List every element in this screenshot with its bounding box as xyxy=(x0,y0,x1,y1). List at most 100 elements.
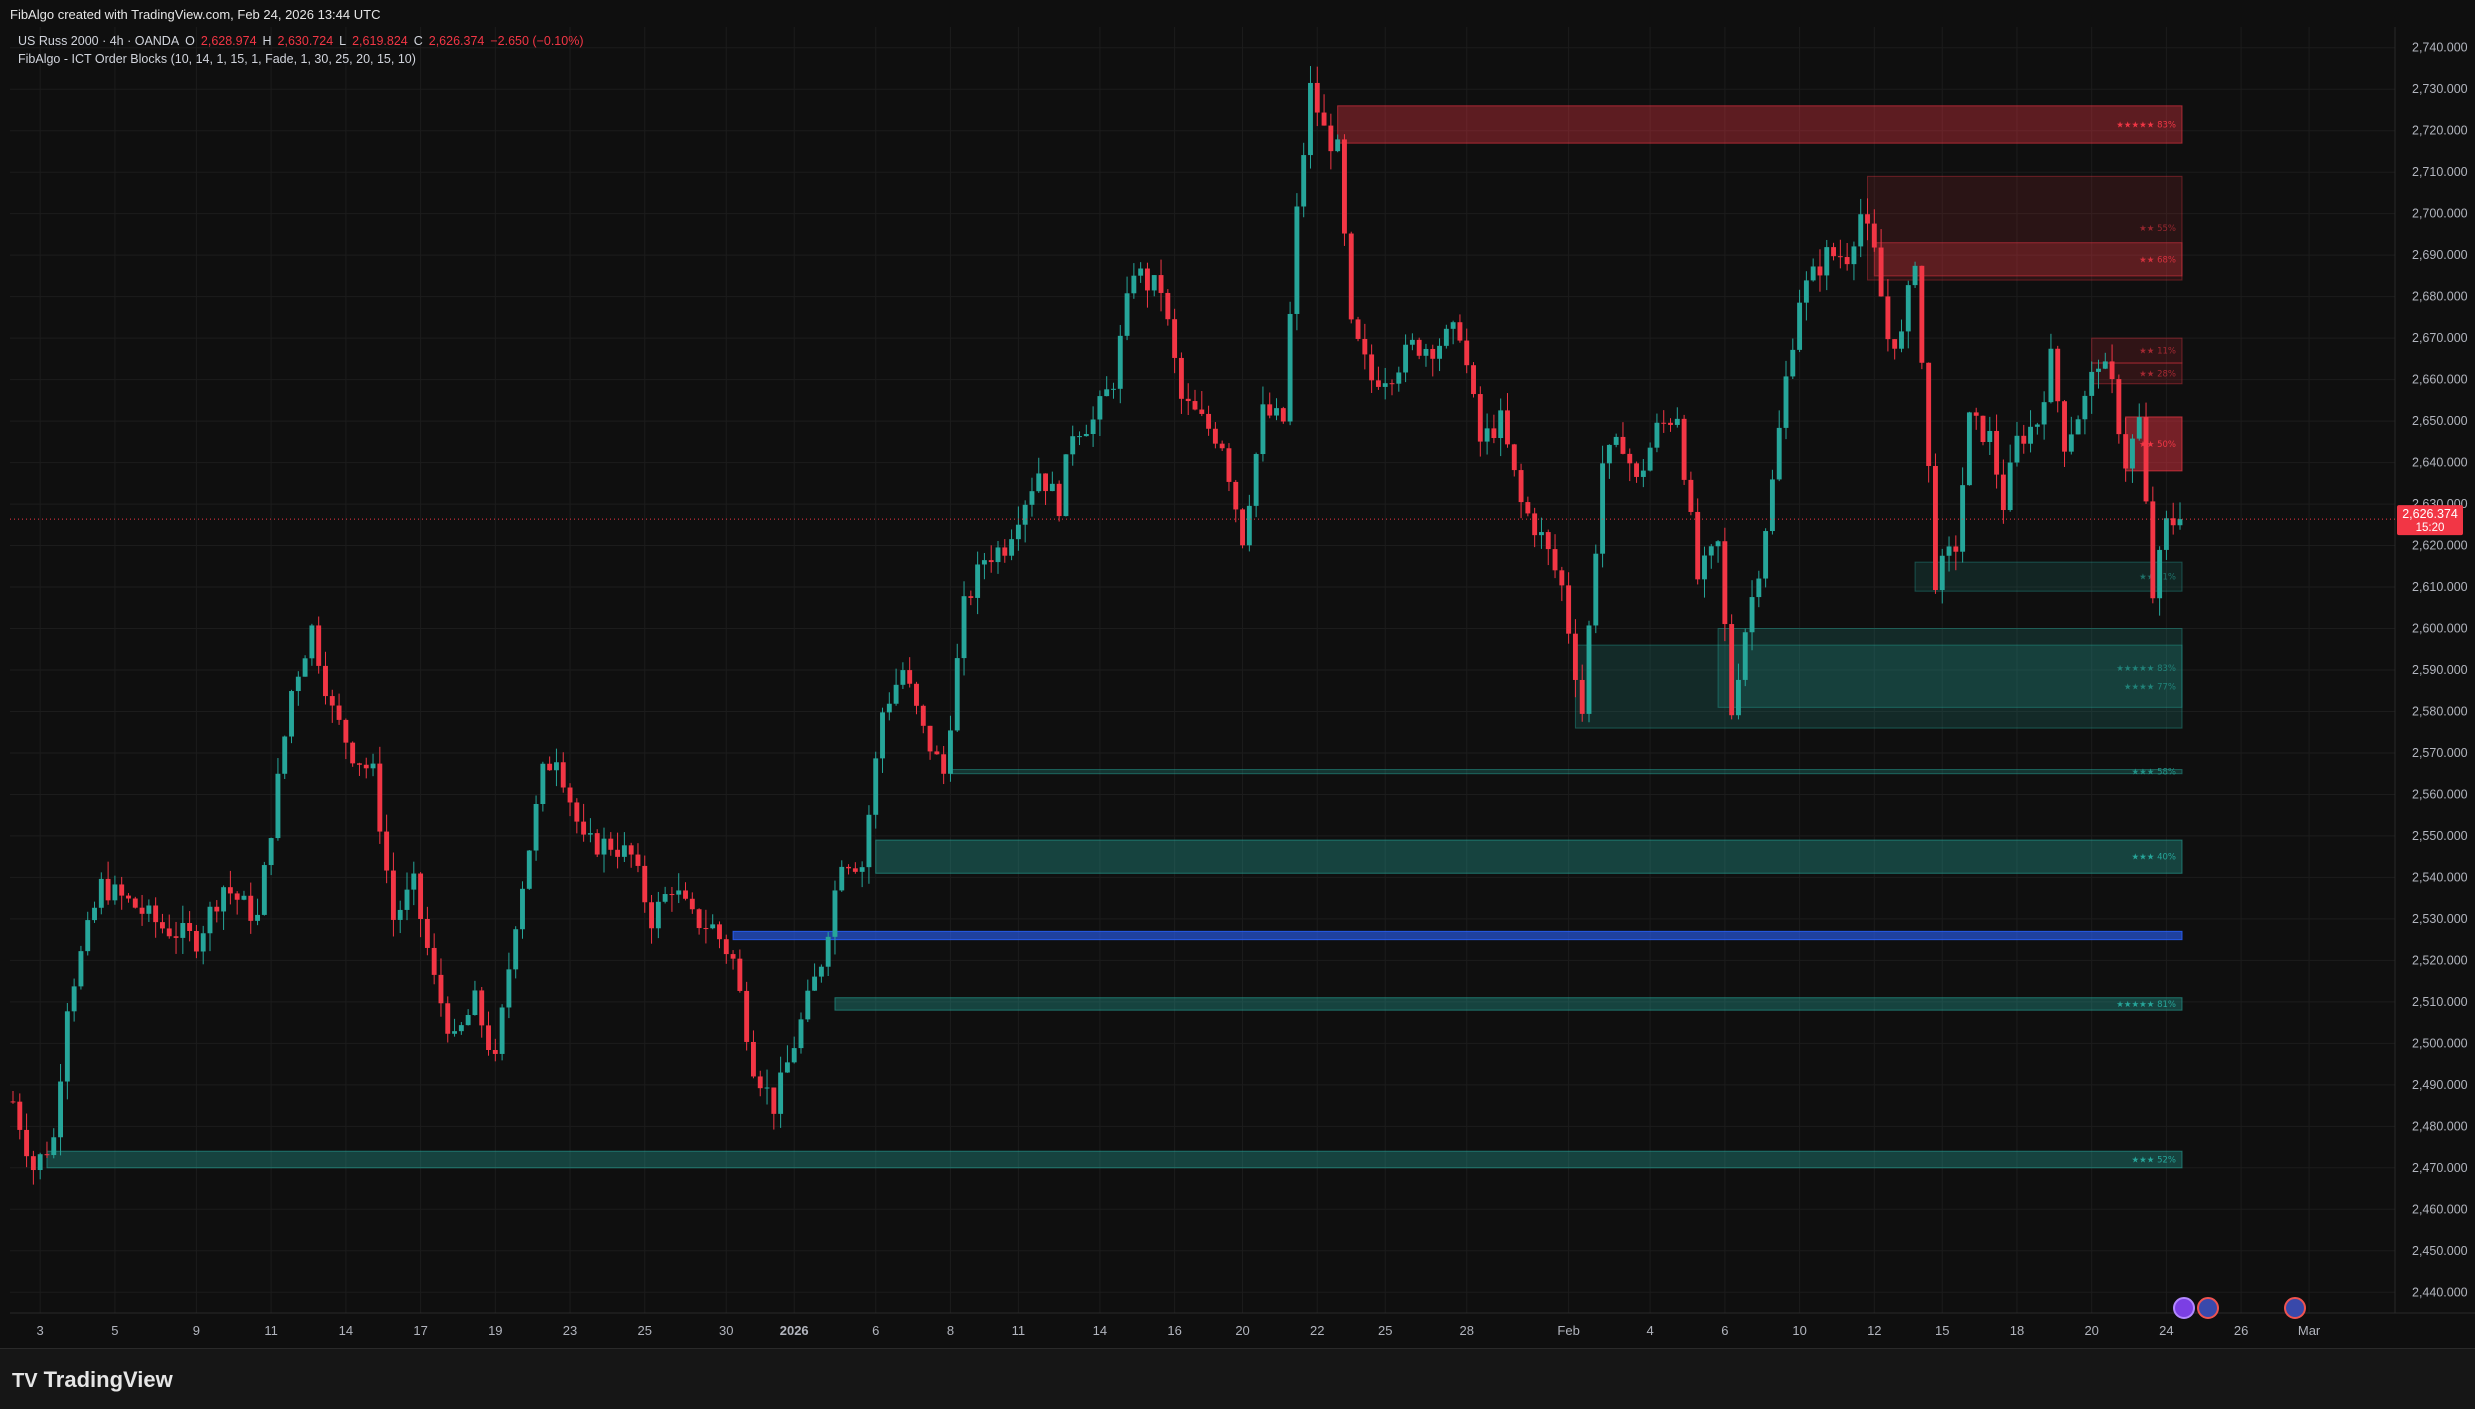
price-tick-label: 2,500.000 xyxy=(2412,1036,2468,1050)
candle-body xyxy=(316,625,322,666)
candle-body xyxy=(2136,417,2142,439)
time-tick-label: Feb xyxy=(1557,1323,1579,1338)
candle-body xyxy=(384,831,390,871)
order-block-label: ★★★ 52% xyxy=(2132,1156,2176,1166)
candle-body xyxy=(1545,532,1551,550)
candle-body xyxy=(2163,518,2169,550)
order-block-label: ★★ 68% xyxy=(2139,255,2176,265)
candle-body xyxy=(1423,348,1429,356)
candle-body xyxy=(649,902,654,929)
candle-body xyxy=(1464,340,1470,366)
chart-legend: US Russ 2000 · 4h · OANDA O 2,628.974 H 2,63… xyxy=(18,32,589,68)
candle-body xyxy=(2007,462,2013,511)
candle-body xyxy=(1539,532,1544,536)
close-value: 2,626.374 xyxy=(428,34,485,48)
candle-body xyxy=(1797,302,1803,350)
order-block-zone xyxy=(1914,561,2183,592)
time-tick-label: 20 xyxy=(2084,1323,2098,1338)
candle-body xyxy=(1899,331,1904,349)
candle-body xyxy=(51,1137,57,1156)
candle-body xyxy=(1246,505,1252,546)
candle-body xyxy=(1572,633,1578,680)
candle-body xyxy=(703,928,709,930)
candle-body xyxy=(1403,344,1409,373)
chart-area[interactable]: 2,740.000 2,730.000 2,720.000 2,710.000 2,70… xyxy=(10,27,2475,1348)
candle-body xyxy=(1172,319,1178,358)
candle-body xyxy=(696,909,702,929)
candle-body xyxy=(1858,214,1864,247)
candle-body xyxy=(683,890,688,899)
candle-body xyxy=(975,564,981,598)
candle-body xyxy=(1790,349,1796,377)
candle-body xyxy=(1905,285,1911,332)
price-tick-label: 2,560.000 xyxy=(2412,787,2468,801)
candle-body xyxy=(1627,453,1633,464)
candle-body xyxy=(1083,434,1089,437)
candle-body xyxy=(2000,474,2006,511)
candle-body xyxy=(1301,155,1307,207)
candle-body xyxy=(1831,247,1836,257)
candle-body xyxy=(513,929,519,970)
close-label: C xyxy=(413,34,423,48)
candle-body xyxy=(492,1050,498,1054)
lightning-event-icon[interactable] xyxy=(2173,1297,2195,1319)
indicator-title[interactable]: FibAlgo - ICT Order Blocks (10, 14, 1, 1… xyxy=(18,52,416,66)
price-tick-label: 2,740.000 xyxy=(2412,41,2468,55)
candle-body xyxy=(1138,268,1144,276)
price-tick-label: 2,450.000 xyxy=(2412,1244,2468,1258)
order-block-zone xyxy=(875,839,2183,874)
candle-body xyxy=(1593,553,1599,626)
candle-body xyxy=(1763,531,1769,579)
order-block-label: ★★★★★ 81% xyxy=(2116,1000,2176,1010)
candle-body xyxy=(873,758,879,815)
price-tick-label: 2,680.000 xyxy=(2412,290,2468,304)
tradingview-logo[interactable]: TV TradingView xyxy=(12,1367,173,1393)
candle-body xyxy=(839,866,845,891)
candle-body xyxy=(1729,624,1735,716)
order-block-label: ★★★★ 77% xyxy=(2124,683,2176,693)
candle-body xyxy=(1566,585,1572,634)
candle-body xyxy=(723,939,729,955)
candle-body xyxy=(900,670,906,685)
candle-body xyxy=(825,936,831,967)
last-price-tag xyxy=(2397,505,2463,536)
order-block-zone xyxy=(949,769,2183,775)
candle-body xyxy=(1369,354,1375,381)
candle-body xyxy=(1973,412,1979,416)
candle-body xyxy=(499,1007,505,1054)
candle-body xyxy=(329,696,335,706)
candle-body xyxy=(1178,357,1184,399)
candlestick-chart[interactable]: 2,740.000 2,730.000 2,720.000 2,710.000 2,70… xyxy=(10,27,2475,1348)
candle-body xyxy=(64,1011,70,1082)
candle-body xyxy=(187,923,193,931)
candle-body xyxy=(846,866,851,869)
order-block-label: ★★★★★ 83% xyxy=(2116,120,2176,130)
time-tick-label: 22 xyxy=(1310,1323,1324,1338)
us-flag-event-icon[interactable] xyxy=(2197,1297,2219,1319)
footer-bar: TV TradingView xyxy=(0,1348,2475,1409)
us-flag-event-icon-2[interactable] xyxy=(2284,1297,2306,1319)
candle-body xyxy=(465,1015,471,1026)
candle-body xyxy=(2028,426,2033,444)
candle-body xyxy=(2157,549,2163,599)
candle-body xyxy=(1953,546,1959,552)
candle-body xyxy=(1056,483,1062,517)
candle-body xyxy=(132,898,138,908)
top-bar: FibAlgo created with TradingView.com, Fe… xyxy=(0,0,2475,27)
candle-body xyxy=(655,901,661,929)
candle-body xyxy=(981,560,987,565)
order-block-label: ★★★ 40% xyxy=(2132,853,2176,863)
price-tick-label: 2,440.000 xyxy=(2412,1285,2468,1299)
price-tick-label: 2,590.000 xyxy=(2412,663,2468,677)
symbol-title[interactable]: US Russ 2000 · 4h · OANDA xyxy=(18,34,180,48)
high-value: 2,630.724 xyxy=(277,34,334,48)
change-value: −2.650 (−0.10%) xyxy=(490,34,584,48)
candle-body xyxy=(1131,275,1137,294)
candle-body xyxy=(2034,424,2040,427)
candle-body xyxy=(948,730,953,774)
candle-body xyxy=(1484,428,1490,442)
candle-body xyxy=(2089,371,2095,396)
time-tick-label: 23 xyxy=(563,1323,577,1338)
candle-body xyxy=(1681,418,1687,480)
candle-body xyxy=(805,990,811,1020)
